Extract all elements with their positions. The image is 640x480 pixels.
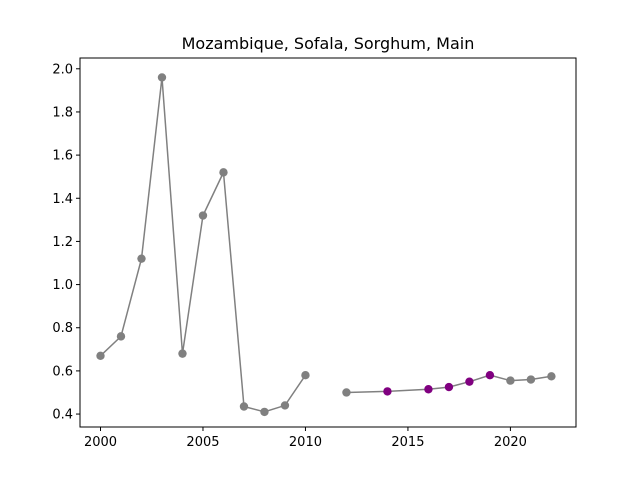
- data-point: [137, 254, 146, 263]
- series-line-segment: [99, 77, 307, 413]
- data-point: [506, 376, 515, 385]
- y-tick-label: 1.6: [52, 149, 73, 164]
- x-axis: 2000 2005 2010 2015 2020: [84, 427, 527, 450]
- data-point: [280, 401, 290, 410]
- data-point: [96, 351, 105, 360]
- data-point: [526, 375, 536, 384]
- x-tick-label: 2010: [289, 435, 322, 450]
- chart-title: Mozambique, Sofala, Sorghum, Main: [182, 34, 475, 53]
- x-tick-label: 2015: [391, 435, 424, 450]
- data-point: [198, 211, 208, 220]
- y-axis: 0.4 0.6 0.8 1.0 1.2 1.4 1.6 1.8 2.0: [52, 62, 80, 423]
- data-point: [239, 402, 249, 411]
- y-tick-label: 1.8: [52, 105, 73, 120]
- y-tick-label: 0.8: [52, 321, 73, 336]
- y-tick-label: 1.0: [52, 278, 73, 293]
- y-tick-label: 1.4: [52, 192, 73, 207]
- plot-frame: [79, 57, 577, 428]
- data-point: [424, 385, 433, 394]
- plot-lines: [99, 77, 552, 413]
- data-point: [342, 388, 351, 397]
- x-tick-label: 2000: [84, 435, 117, 450]
- data-point: [485, 371, 495, 380]
- data-point: [444, 382, 454, 392]
- data-point: [260, 407, 269, 417]
- x-tick-label: 2005: [186, 435, 219, 450]
- data-point: [301, 371, 310, 380]
- y-tick-label: 1.2: [52, 235, 73, 250]
- data-point: [157, 73, 167, 82]
- y-tick-label: 0.6: [52, 364, 73, 379]
- x-tick-label: 2020: [494, 435, 527, 450]
- data-point: [547, 372, 556, 381]
- y-tick-label: 0.4: [52, 408, 73, 423]
- data-point: [116, 332, 126, 341]
- data-point: [178, 349, 187, 358]
- data-point: [465, 377, 474, 386]
- data-point: [219, 168, 228, 177]
- y-tick-label: 2.0: [52, 62, 73, 77]
- plot-markers: [96, 73, 556, 417]
- data-point: [383, 387, 392, 396]
